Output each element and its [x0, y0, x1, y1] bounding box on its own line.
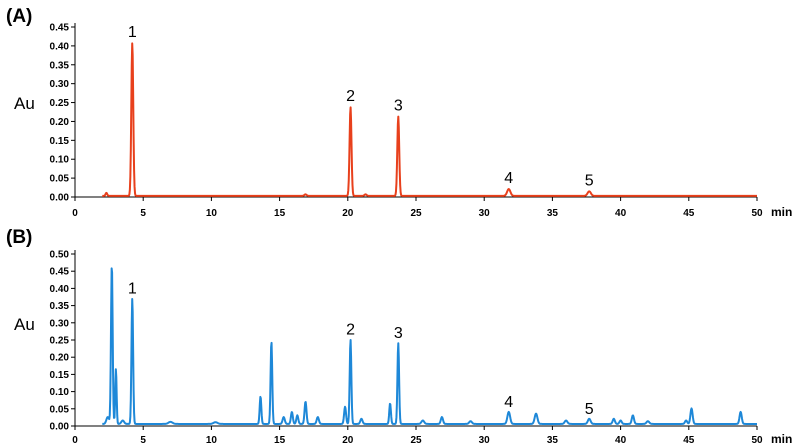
chromatogram-trace — [101, 267, 758, 425]
y-tick-label: 0.40 — [50, 41, 70, 52]
y-tick-label: 0.45 — [50, 23, 70, 34]
panel-label: (B) — [6, 227, 32, 248]
y-tick-label: 0.30 — [50, 79, 70, 90]
x-tick-label: 40 — [615, 208, 627, 219]
peak-label-2: 2 — [346, 88, 355, 105]
y-axis-label: Au — [14, 94, 35, 113]
y-tick-label: 0.00 — [50, 422, 70, 433]
x-tick-label: 5 — [140, 208, 146, 219]
y-tick-label: 0.05 — [50, 404, 70, 415]
peak-label-5: 5 — [585, 172, 594, 189]
x-tick-label: 10 — [206, 208, 218, 219]
x-tick-label: 35 — [547, 208, 559, 219]
y-tick-label: 0.15 — [50, 370, 70, 381]
y-tick-label: 0.25 — [50, 98, 70, 109]
peak-label-1: 1 — [128, 280, 137, 297]
peak-label-1: 1 — [128, 24, 137, 41]
peak-label-2: 2 — [346, 322, 355, 339]
peak-label-3: 3 — [394, 98, 403, 115]
x-tick-label: 10 — [206, 435, 218, 446]
x-axis-unit: min — [771, 205, 792, 219]
x-tick-label: 45 — [683, 435, 695, 446]
chromatogram-trace — [101, 42, 758, 197]
panel-b: (B) Au 0.00 0.05 0.10 0.15 0.20 0.25 0.30 0.35 0.4… — [6, 227, 792, 446]
y-tick-label: 0.15 — [50, 136, 70, 147]
y-tick-label: 0.20 — [50, 353, 70, 364]
y-tick-label: 0.00 — [50, 193, 70, 204]
y-tick-label: 0.10 — [50, 155, 70, 166]
y-tick-label: 0.50 — [50, 250, 70, 261]
x-tick-label: 15 — [274, 208, 286, 219]
x-tick-label: 25 — [410, 208, 422, 219]
y-axis-label: Au — [14, 315, 35, 334]
panel-label: (A) — [6, 6, 32, 27]
x-tick-label: 0 — [72, 435, 78, 446]
y-tick-label: 0.30 — [50, 318, 70, 329]
x-axis-unit: min — [771, 432, 792, 446]
x-tick-label: 20 — [342, 435, 354, 446]
peak-label-3: 3 — [394, 325, 403, 342]
peak-label-5: 5 — [585, 401, 594, 418]
y-tick-label: 0.10 — [50, 387, 70, 398]
peak-label-4: 4 — [504, 170, 513, 187]
y-tick-label: 0.40 — [50, 284, 70, 295]
x-tick-label: 50 — [751, 435, 763, 446]
x-tick-label: 5 — [140, 435, 146, 446]
x-tick-label: 45 — [683, 208, 695, 219]
y-tick-label: 0.35 — [50, 301, 70, 312]
y-tick-label: 0.05 — [50, 174, 70, 185]
x-tick-label: 30 — [479, 208, 491, 219]
x-tick-label: 20 — [342, 208, 354, 219]
x-tick-label: 15 — [274, 435, 286, 446]
x-tick-label: 30 — [479, 435, 491, 446]
y-tick-label: 0.45 — [50, 267, 70, 278]
x-tick-label: 0 — [72, 208, 78, 219]
y-tick-label: 0.20 — [50, 117, 70, 128]
y-tick-label: 0.35 — [50, 60, 70, 71]
panel-a: (A) Au 0.00 0.05 0.10 0.15 0.20 0.25 0.30 0.35 0.4… — [6, 6, 792, 219]
x-tick-label: 40 — [615, 435, 627, 446]
x-tick-label: 35 — [547, 435, 559, 446]
x-tick-label: 50 — [751, 208, 763, 219]
peak-label-4: 4 — [504, 394, 513, 411]
x-tick-label: 25 — [410, 435, 422, 446]
y-tick-label: 0.25 — [50, 336, 70, 347]
